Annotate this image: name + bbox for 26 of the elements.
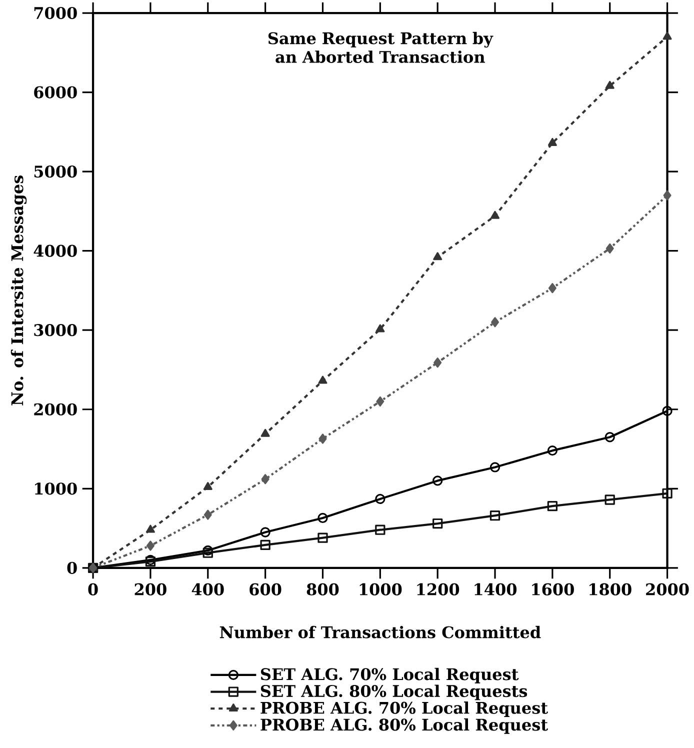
x-tick-label: 1800 [589,583,632,596]
x-tick-label: 1600 [532,583,574,596]
x-tick-label: 800 [306,583,339,596]
y-tick-label: 0 [67,562,77,574]
x-tick-label: 600 [249,583,282,596]
y-tick-label: 4000 [34,244,77,257]
legend-label: PROBE ALG. 80% Local Request [260,718,548,734]
x-tick-label: 1200 [417,583,459,596]
legend-label: PROBE ALG. 70% Local Request [260,702,548,717]
legend-label: SET ALG. 70% Local Request [260,668,518,684]
y-tick-label: 5000 [34,166,77,178]
y-tick-label: 7000 [34,6,77,20]
y-tick-label: 2000 [34,403,77,416]
legend-label: SET ALG. 80% Local Requests [260,684,527,700]
y-axis-title: No. of Intersite Messages [10,176,26,406]
x-axis-title: Number of Transactions Committed [220,626,541,638]
x-tick-label: 2000 [646,583,689,596]
x-tick-label: 1000 [360,583,402,596]
x-tick-label: 200 [134,583,166,596]
text: Same Request Pattern by an Aborted Transaction [268,32,494,63]
y-tick-label: 1000 [34,482,77,495]
x-tick-label: 400 [192,583,224,596]
x-tick-label: 1400 [474,583,516,596]
y-tick-label: 6000 [34,86,77,98]
x-tick-label: 0 [88,583,98,596]
y-tick-label: 3000 [34,324,77,336]
